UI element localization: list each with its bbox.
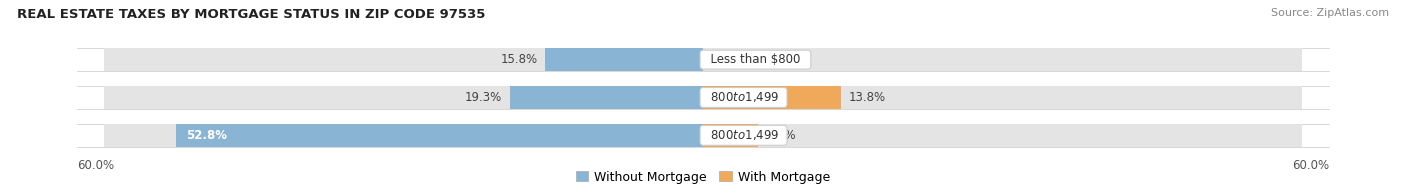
Bar	[510, 86, 703, 109]
Text: REAL ESTATE TAXES BY MORTGAGE STATUS IN ZIP CODE 97535: REAL ESTATE TAXES BY MORTGAGE STATUS IN …	[17, 8, 485, 21]
Text: $800 to $1,499: $800 to $1,499	[703, 90, 785, 105]
Bar	[104, 48, 1302, 71]
Text: 0.0%: 0.0%	[711, 53, 741, 66]
Bar	[176, 124, 703, 147]
Text: 19.3%: 19.3%	[465, 91, 502, 104]
Text: Less than $800: Less than $800	[703, 53, 808, 66]
Bar	[703, 86, 841, 109]
Text: 5.5%: 5.5%	[766, 129, 796, 142]
Bar	[703, 124, 758, 147]
Legend: Without Mortgage, With Mortgage: Without Mortgage, With Mortgage	[571, 166, 835, 189]
Bar	[546, 48, 703, 71]
Bar	[104, 124, 1302, 147]
Text: Source: ZipAtlas.com: Source: ZipAtlas.com	[1271, 8, 1389, 18]
Text: 60.0%: 60.0%	[1292, 159, 1329, 172]
Text: 60.0%: 60.0%	[77, 159, 114, 172]
Bar	[104, 86, 1302, 109]
Text: $800 to $1,499: $800 to $1,499	[703, 128, 785, 142]
Text: 52.8%: 52.8%	[186, 129, 226, 142]
Text: 13.8%: 13.8%	[849, 91, 886, 104]
Text: 15.8%: 15.8%	[501, 53, 537, 66]
